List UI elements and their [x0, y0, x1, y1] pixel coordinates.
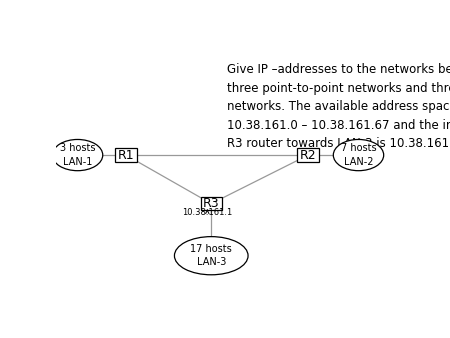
FancyBboxPatch shape	[201, 197, 222, 210]
Text: R3: R3	[203, 197, 220, 210]
Text: 3 hosts
LAN-1: 3 hosts LAN-1	[60, 143, 95, 167]
Ellipse shape	[333, 140, 384, 171]
FancyBboxPatch shape	[115, 148, 137, 162]
Text: R1: R1	[118, 149, 134, 162]
Ellipse shape	[52, 140, 103, 171]
FancyBboxPatch shape	[297, 148, 319, 162]
Ellipse shape	[175, 237, 248, 275]
Text: 7 hosts
LAN-2: 7 hosts LAN-2	[341, 143, 376, 167]
Text: R2: R2	[300, 149, 316, 162]
Text: Give IP –addresses to the networks below with
three point-to-point networks and : Give IP –addresses to the networks below…	[227, 63, 450, 150]
Text: 17 hosts
LAN-3: 17 hosts LAN-3	[190, 244, 232, 267]
Text: 10.38.161.1: 10.38.161.1	[182, 208, 233, 217]
